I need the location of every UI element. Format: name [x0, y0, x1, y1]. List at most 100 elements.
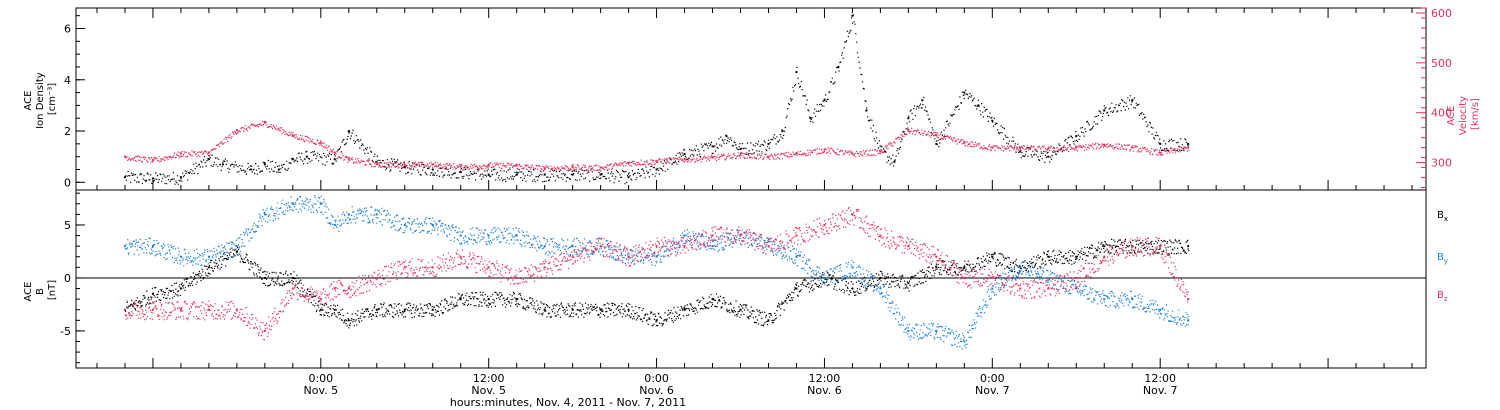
- data-point: [711, 234, 714, 237]
- data-point: [655, 160, 658, 163]
- data-point: [935, 266, 938, 269]
- data-point: [347, 130, 350, 133]
- data-point: [655, 245, 658, 248]
- data-point: [977, 104, 980, 107]
- data-point: [683, 308, 686, 311]
- data-point: [795, 255, 798, 258]
- data-point: [991, 276, 994, 279]
- data-point: [991, 119, 994, 122]
- data-point: [907, 282, 910, 285]
- data-point: [1019, 266, 1022, 269]
- data-point: [151, 159, 154, 162]
- data-point: [879, 276, 882, 279]
- data-point: [571, 173, 574, 176]
- data-point: [277, 168, 280, 171]
- b-field-axis-title-line3: [nT]: [47, 280, 58, 300]
- data-point: [1103, 245, 1106, 248]
- time-tick-label: 0:00: [308, 372, 333, 385]
- data-point: [347, 213, 350, 216]
- velocity-axis-title-line1: ACE: [1446, 106, 1457, 126]
- y-tick-label: 5: [64, 219, 71, 232]
- data-point: [487, 298, 490, 301]
- data-point: [1187, 146, 1190, 149]
- data-point: [1019, 150, 1022, 153]
- data-point: [543, 308, 546, 311]
- data-point: [893, 160, 896, 163]
- data-point: [487, 173, 490, 176]
- data-point: [1075, 255, 1078, 258]
- data-point: [263, 163, 266, 166]
- data-point: [767, 142, 770, 145]
- data-point: [991, 255, 994, 258]
- top-panel-frame: [75, 7, 1427, 191]
- data-point: [683, 245, 686, 248]
- velocity-axis: 300 400 500 600: [1416, 7, 1452, 189]
- time-tick-label: 0:00: [980, 372, 1005, 385]
- velocity-tick-label: 600: [1431, 7, 1452, 20]
- data-point: [459, 165, 462, 168]
- data-point: [725, 135, 728, 138]
- data-point: [459, 255, 462, 258]
- y-tick-label: 6: [64, 23, 71, 36]
- data-point: [431, 308, 434, 311]
- time-tick-label: 0:00: [644, 372, 669, 385]
- data-point: [907, 129, 910, 132]
- data-point: [1131, 99, 1134, 102]
- series-bx: [123, 238, 1190, 329]
- data-point: [543, 266, 546, 269]
- time-tick-label: 12:00: [809, 372, 841, 385]
- data-point: [375, 213, 378, 216]
- series-by: [123, 195, 1190, 350]
- data-point: [1103, 255, 1106, 258]
- data-point: [347, 287, 350, 290]
- data-point: [711, 145, 714, 148]
- data-point: [1103, 109, 1106, 112]
- data-point: [235, 250, 238, 253]
- data-point: [249, 168, 252, 171]
- data-point: [1047, 255, 1050, 258]
- data-point: [179, 308, 182, 311]
- data-point: [333, 158, 336, 161]
- data-point: [739, 234, 742, 237]
- data-point: [319, 308, 322, 311]
- density-axis-title-line1: ACE: [23, 91, 34, 111]
- data-point: [291, 276, 294, 279]
- data-point: [263, 329, 266, 332]
- data-point: [571, 245, 574, 248]
- data-point: [403, 308, 406, 311]
- data-point: [291, 134, 294, 137]
- data-point: [655, 319, 658, 322]
- data-point: [1103, 143, 1106, 146]
- data-point: [543, 167, 546, 170]
- data-point: [123, 308, 126, 311]
- y-tick-label: 4: [64, 74, 71, 87]
- series-velocity: [123, 120, 1190, 172]
- data-point: [1047, 287, 1050, 290]
- density-axis: 0 2 4 6: [64, 15, 85, 189]
- data-point: [851, 14, 854, 17]
- data-point: [1019, 287, 1022, 290]
- data-point: [627, 308, 630, 311]
- legend-by: By: [1437, 252, 1448, 265]
- data-point: [683, 153, 686, 156]
- data-point: [795, 234, 798, 237]
- data-point: [627, 176, 630, 179]
- data-point: [487, 234, 490, 237]
- data-point: [515, 298, 518, 301]
- data-point: [1187, 298, 1190, 301]
- data-point: [963, 340, 966, 343]
- data-point: [627, 161, 630, 164]
- data-point: [1159, 308, 1162, 311]
- data-point: [123, 176, 126, 179]
- legend-bx: Bx: [1437, 210, 1448, 223]
- velocity-tick-label: 400: [1431, 107, 1452, 120]
- data-point: [431, 266, 434, 269]
- data-point: [207, 151, 210, 154]
- data-point: [235, 308, 238, 311]
- data-point: [571, 166, 574, 169]
- data-point: [1047, 276, 1050, 279]
- density-axis-title-line2: Ion Density: [35, 72, 46, 129]
